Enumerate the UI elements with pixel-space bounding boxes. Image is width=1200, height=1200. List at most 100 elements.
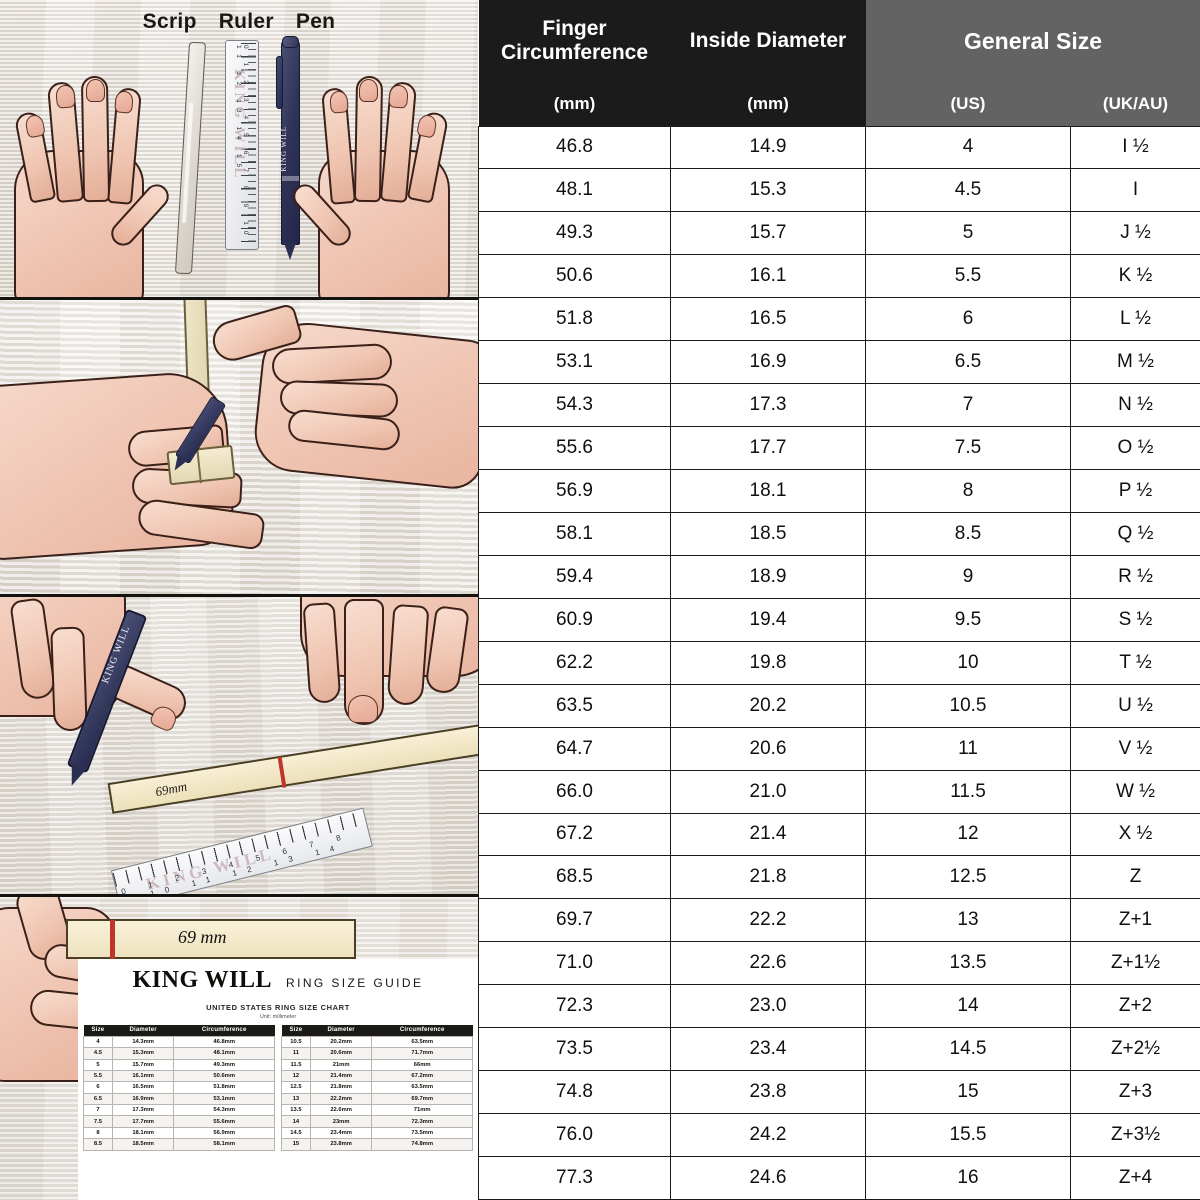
mini-cell: 10.5 <box>281 1035 311 1049</box>
table-row: 50.6 16.1 5.5 K ½ <box>478 254 1200 299</box>
cell-us-size: 15.5 <box>865 1113 1071 1157</box>
cell-circumference: 56.9 <box>478 469 671 513</box>
header-us-unit: (US) <box>865 82 1071 126</box>
mini-table-row: 8 18.1mm 56.9mm <box>83 1126 275 1140</box>
cell-us-size: 10.5 <box>865 683 1071 728</box>
strip-measurement-text: 69 mm <box>178 927 227 947</box>
mini-cell: 53.1mm <box>173 1092 275 1106</box>
cell-ukau-size: X ½ <box>1069 812 1200 857</box>
cell-circumference: 72.3 <box>478 984 671 1029</box>
mini-cell: 54.3mm <box>173 1104 275 1117</box>
handwritten-measurement: 69mm <box>154 778 189 800</box>
table-row: 71.0 22.6 13.5 Z+1½ <box>478 941 1200 986</box>
header-circumference-unit: (mm) <box>478 82 671 126</box>
mini-cell: 13 <box>281 1092 311 1106</box>
label-ruler: Ruler <box>218 10 274 33</box>
cell-circumference: 60.9 <box>478 597 671 642</box>
cell-us-size: 16 <box>865 1156 1071 1200</box>
mini-cell: 4.5 <box>83 1047 113 1060</box>
mini-table-row: 13.5 22.6mm 71mm <box>281 1104 473 1117</box>
cell-circumference: 48.1 <box>478 168 671 213</box>
header-circumference-line1: Finger <box>542 16 607 40</box>
mini-th-size: Size <box>83 1025 113 1037</box>
mini-table-row: 12.5 21.8mm 63.5mm <box>281 1081 473 1094</box>
mini-cell: 14 <box>281 1115 311 1128</box>
mini-cell: 20.2mm <box>309 1035 373 1049</box>
card-brand-row: KING WILL RING SIZE GUIDE <box>78 959 478 994</box>
cell-diameter: 22.6 <box>670 941 866 986</box>
mini-table-row: 4 14.3mm 46.8mm <box>83 1035 275 1049</box>
mini-cell: 23.8mm <box>309 1138 373 1151</box>
header-finger-circumference: Finger Circumference <box>478 0 671 82</box>
label-pen: Pen <box>295 10 336 33</box>
cell-circumference: 68.5 <box>478 855 671 900</box>
cell-circumference: 69.7 <box>478 898 671 943</box>
table-row: 69.7 22.2 13 Z+1 <box>478 898 1200 943</box>
mini-table-row: 7.5 17.7mm 55.6mm <box>83 1115 275 1128</box>
mini-cell: 46.8mm <box>173 1035 275 1049</box>
mini-chart-right: Size Diameter Circumference 10.5 20.2mm 63… <box>281 1025 473 1151</box>
table-row: 73.5 23.4 14.5 Z+2½ <box>478 1027 1200 1072</box>
cell-diameter: 21.0 <box>670 769 866 814</box>
mini-cell: 49.3mm <box>173 1058 275 1071</box>
cell-diameter: 18.5 <box>670 511 866 556</box>
mini-cell: 14.5 <box>281 1126 311 1140</box>
cell-ukau-size: Z+3 <box>1069 1070 1200 1115</box>
mini-table-row: 13 22.2mm 69.7mm <box>281 1092 473 1106</box>
mini-table-row: 6 16.5mm 51.8mm <box>83 1081 275 1094</box>
mini-table-row: 15 23.8mm 74.8mm <box>281 1138 473 1151</box>
cell-us-size: 13.5 <box>865 941 1071 986</box>
cell-us-size: 5 <box>865 211 1071 256</box>
cell-circumference: 55.6 <box>478 426 671 470</box>
cell-us-size: 9.5 <box>865 597 1071 642</box>
cell-us-size: 6.5 <box>865 340 1071 385</box>
table-row: 68.5 21.8 12.5 Z <box>478 855 1200 900</box>
mini-cell: 11 <box>281 1047 311 1060</box>
mini-table-row: 7 17.3mm 54.3mm <box>83 1104 275 1117</box>
mini-cell: 8.5 <box>83 1138 113 1151</box>
mini-chart-left: Size Diameter Circumference 4 14.3mm 46.8m… <box>83 1025 275 1151</box>
mini-cell: 72.3mm <box>371 1115 473 1128</box>
cell-us-size: 12 <box>865 812 1071 857</box>
cell-diameter: 15.7 <box>670 211 866 256</box>
cell-ukau-size: W ½ <box>1069 769 1200 814</box>
table-row: 60.9 19.4 9.5 S ½ <box>478 597 1200 642</box>
cell-diameter: 19.8 <box>670 640 866 685</box>
header-ukau-unit: (UK/AU) <box>1070 82 1200 126</box>
table-row: 77.3 24.6 16 Z+4 <box>478 1156 1200 1200</box>
cell-circumference: 51.8 <box>478 297 671 342</box>
mini-cell: 5 <box>83 1058 113 1071</box>
ring-size-table: Finger Circumference Inside Diameter Gen… <box>478 0 1200 1200</box>
cell-circumference: 59.4 <box>478 554 671 599</box>
cell-ukau-size: Z+1 <box>1069 898 1200 943</box>
cell-us-size: 14.5 <box>865 1027 1071 1072</box>
card-chart-title: UNITED STATES RING SIZE CHART <box>206 1003 350 1012</box>
cell-diameter: 18.9 <box>670 554 866 599</box>
ruler-numbers: 0 1 2 3 4 5 6 7 8 9 10 11 12 13 14 15 <box>235 45 249 241</box>
mini-header-row: Size Diameter Circumference <box>83 1025 275 1037</box>
cell-diameter: 20.2 <box>670 683 866 728</box>
header-diameter-unit: (mm) <box>670 82 866 126</box>
cell-ukau-size: I ½ <box>1069 125 1200 170</box>
table-row: 72.3 23.0 14 Z+2 <box>478 984 1200 1029</box>
cell-diameter: 21.4 <box>670 812 866 857</box>
table-row: 58.1 18.5 8.5 Q ½ <box>478 511 1200 556</box>
cell-diameter: 18.1 <box>670 469 866 513</box>
cell-ukau-size: K ½ <box>1069 254 1200 299</box>
cell-ukau-size: Z <box>1069 855 1200 900</box>
mini-cell: 20.6mm <box>309 1047 373 1060</box>
cell-us-size: 5.5 <box>865 254 1071 299</box>
cell-ukau-size: Z+3½ <box>1069 1113 1200 1157</box>
cell-circumference: 62.2 <box>478 640 671 685</box>
cell-diameter: 19.4 <box>670 597 866 642</box>
mini-cell: 16.1mm <box>111 1069 175 1083</box>
cell-us-size: 8.5 <box>865 511 1071 556</box>
table-row: 62.2 19.8 10 T ½ <box>478 640 1200 685</box>
cell-ukau-size: N ½ <box>1069 383 1200 428</box>
tool-labels: Scrip Ruler Pen <box>0 10 478 34</box>
mini-table-row: 6.5 16.9mm 53.1mm <box>83 1092 275 1106</box>
cell-circumference: 49.3 <box>478 211 671 256</box>
pen-clip <box>276 56 283 109</box>
header-general-size: General Size <box>865 0 1200 82</box>
